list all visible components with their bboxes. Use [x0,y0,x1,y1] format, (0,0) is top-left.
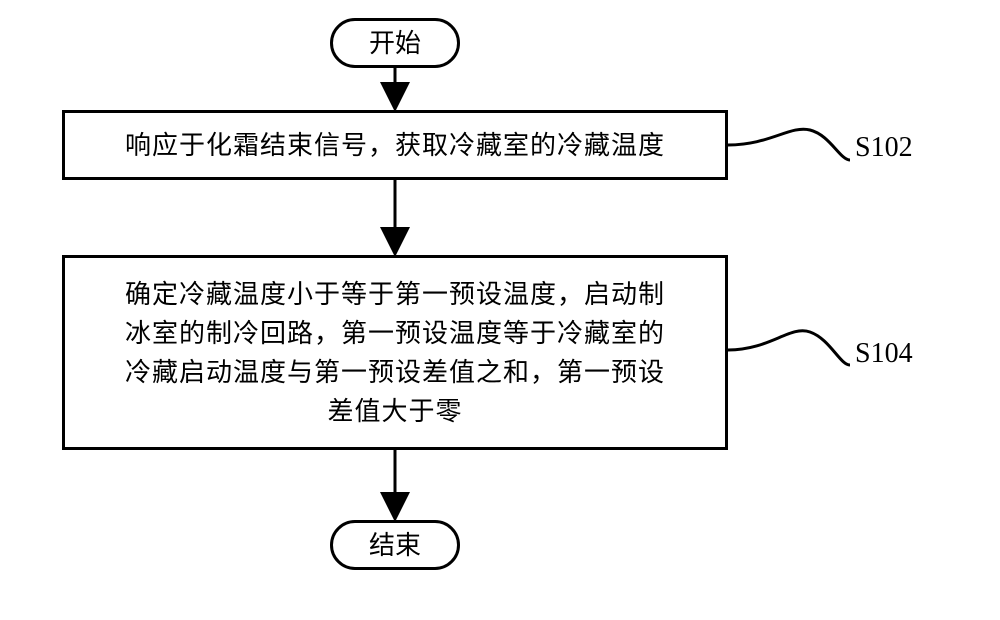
step-label-s104: S104 [855,338,913,370]
process-s104: 确定冷藏温度小于等于第一预设温度，启动制 冰室的制冷回路，第一预设温度等于冷藏室… [62,255,728,450]
flowchart-canvas: 开始 响应于化霜结束信号，获取冷藏室的冷藏温度 确定冷藏温度小于等于第一预设温度… [0,0,1000,620]
process-s104-text: 确定冷藏温度小于等于第一预设温度，启动制 冰室的制冷回路，第一预设温度等于冷藏室… [125,275,665,431]
connector-s102 [728,129,850,160]
process-s102-text: 响应于化霜结束信号，获取冷藏室的冷藏温度 [125,126,665,165]
end-node: 结束 [330,520,460,570]
step-label-s102: S102 [855,132,913,164]
start-label: 开始 [369,24,421,63]
start-node: 开始 [330,18,460,68]
end-label: 结束 [369,526,421,565]
connector-s104 [728,331,850,365]
process-s102: 响应于化霜结束信号，获取冷藏室的冷藏温度 [62,110,728,180]
